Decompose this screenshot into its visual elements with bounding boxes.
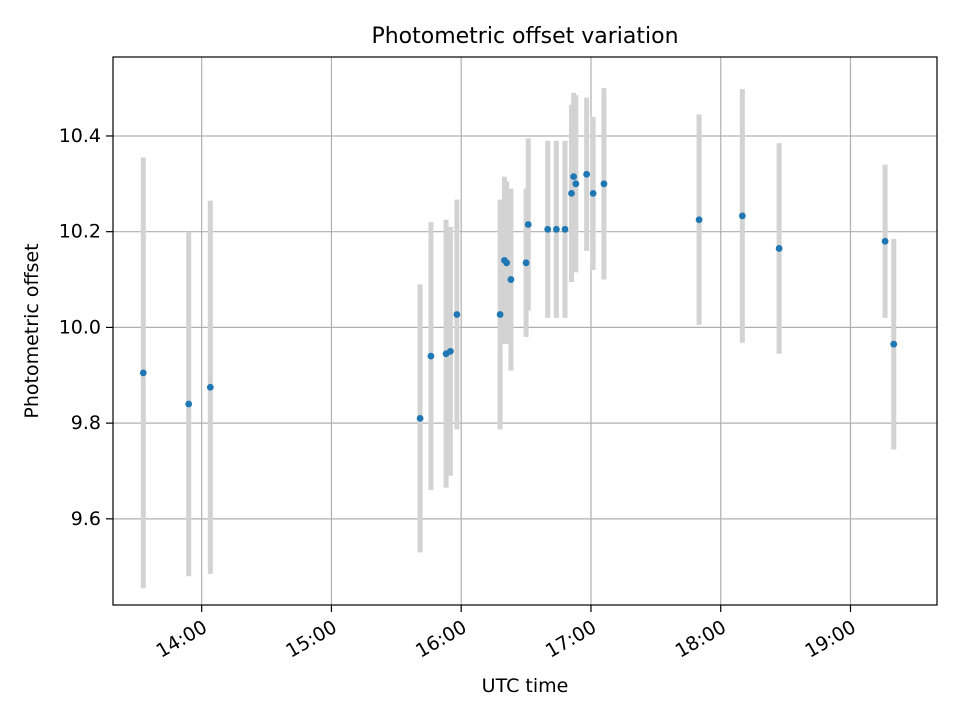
data-point	[561, 225, 569, 233]
data-point	[544, 225, 552, 233]
data-point	[552, 225, 560, 233]
data-point	[695, 216, 703, 224]
data-point	[503, 259, 511, 267]
data-point	[139, 369, 147, 377]
data-point	[507, 276, 515, 283]
x-axis-label: UTC time	[482, 675, 569, 697]
y-tick-label: 9.8	[71, 412, 101, 434]
y-tick-label: 10.2	[59, 221, 101, 243]
chart-title: Photometric offset variation	[371, 24, 678, 49]
data-point	[568, 190, 575, 197]
y-tick-label: 10.4	[59, 125, 101, 147]
y-tick-label: 10.0	[59, 316, 101, 338]
data-points	[139, 170, 898, 422]
data-point	[589, 190, 597, 197]
data-point	[416, 414, 424, 422]
data-point	[496, 311, 504, 318]
data-point	[453, 311, 461, 318]
plot-frame	[112, 56, 938, 606]
data-point	[522, 259, 530, 267]
y-axis-label: Photometric offset	[21, 243, 43, 418]
data-point	[524, 221, 532, 228]
data-point	[881, 237, 889, 245]
data-point	[446, 347, 454, 355]
data-point	[775, 245, 783, 252]
data-point	[890, 340, 898, 348]
data-point	[600, 180, 608, 188]
data-point	[185, 400, 193, 408]
data-point	[583, 170, 591, 178]
data-point	[206, 383, 214, 391]
y-axis-ticks: 9.6 9.8 10.0 10.2 10.4	[59, 125, 113, 530]
data-point	[572, 180, 580, 188]
data-point	[570, 173, 578, 181]
data-point	[738, 212, 746, 220]
y-tick-label: 9.6	[71, 508, 101, 530]
data-point	[427, 352, 435, 360]
